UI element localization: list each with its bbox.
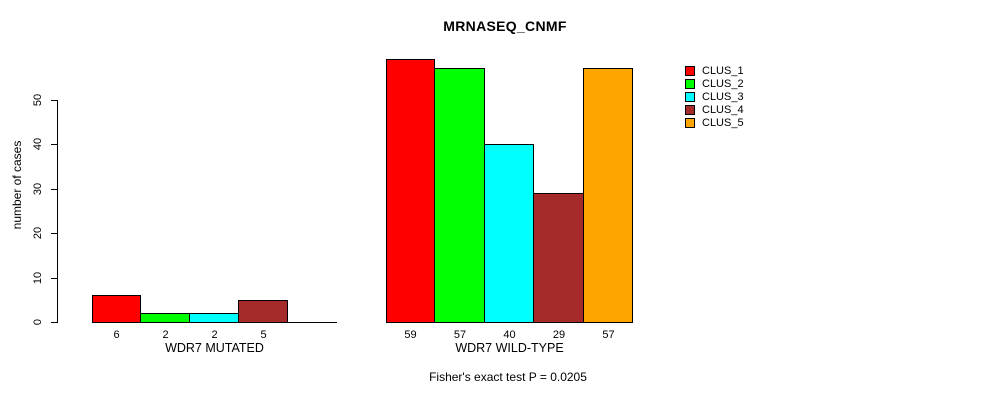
bar (92, 295, 141, 323)
legend-label: CLUS_4 (702, 104, 744, 116)
bar-value-label: 57 (602, 329, 615, 341)
legend-label: CLUS_2 (702, 78, 744, 90)
y-tick-label: 40 (32, 137, 44, 151)
legend-swatch (685, 79, 695, 89)
legend-item: CLUS_2 (685, 78, 775, 92)
y-tick-label: 30 (32, 182, 44, 196)
legend-swatch (685, 105, 695, 115)
legend-swatch (685, 118, 695, 128)
bar (434, 68, 485, 323)
chart-title: MRNASEQ_CNMF (443, 18, 567, 34)
bar-value-label: 40 (503, 329, 516, 341)
y-tick (51, 189, 57, 190)
y-axis-line (57, 100, 58, 323)
y-tick-label: 20 (32, 226, 44, 240)
bar-value-label: 2 (211, 329, 218, 341)
bar (238, 300, 288, 323)
bar (583, 68, 633, 323)
bar (484, 144, 534, 323)
legend-swatch (685, 92, 695, 102)
y-tick-label: 50 (32, 93, 44, 107)
footnote: Fisher's exact test P = 0.0205 (429, 370, 587, 384)
y-tick (51, 144, 57, 145)
bar-value-label: 59 (404, 329, 417, 341)
bar (189, 313, 239, 323)
bar-value-label: 5 (260, 329, 267, 341)
y-tick (51, 233, 57, 234)
bar-value-label: 6 (113, 329, 120, 341)
y-axis-label: number of cases (10, 140, 24, 230)
legend-item: CLUS_4 (685, 104, 775, 118)
y-tick (51, 278, 57, 279)
legend-label: CLUS_5 (702, 117, 744, 129)
y-tick (51, 100, 57, 101)
y-tick (51, 322, 57, 323)
legend-item: CLUS_3 (685, 91, 775, 105)
bar-value-label: 29 (552, 329, 566, 341)
legend-swatch (685, 66, 695, 76)
legend-item: CLUS_1 (685, 65, 775, 79)
legend-label: CLUS_1 (702, 65, 744, 77)
bar (533, 193, 584, 323)
group-label: WDR7 WILD-TYPE (455, 341, 564, 355)
legend-label: CLUS_3 (702, 91, 744, 103)
y-tick-label: 0 (32, 318, 44, 326)
group-label: WDR7 MUTATED (165, 341, 264, 355)
bar (140, 313, 190, 323)
y-tick-label: 10 (32, 271, 44, 285)
bar-value-label: 2 (162, 329, 169, 341)
legend-item: CLUS_5 (685, 117, 775, 131)
bar (386, 59, 435, 323)
bar-value-label: 57 (453, 329, 467, 341)
